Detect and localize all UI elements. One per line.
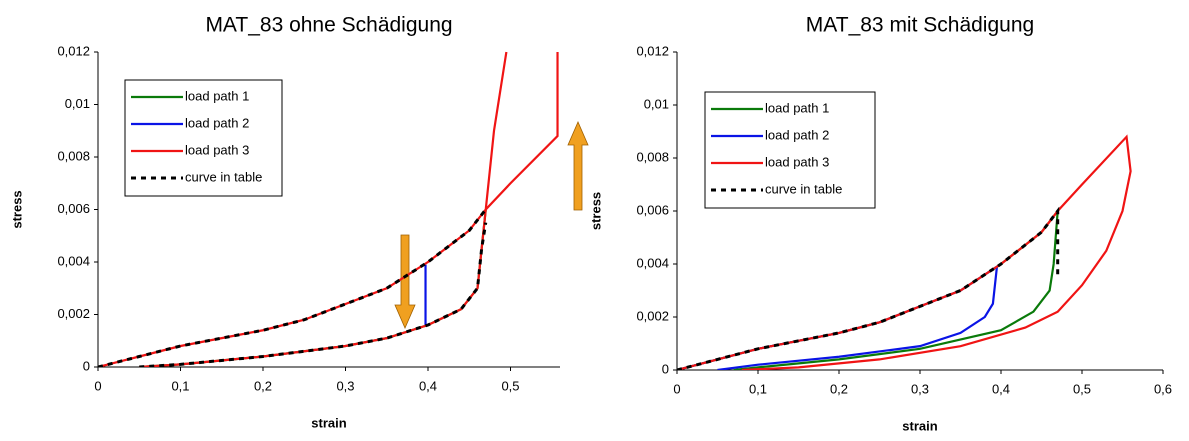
x-tick-label: 0,2 bbox=[830, 381, 848, 396]
x-tick-label: 0,5 bbox=[501, 378, 519, 393]
x-tick-label: 0,2 bbox=[254, 378, 272, 393]
x-axis-label: strain bbox=[902, 418, 937, 433]
legend-label: load path 1 bbox=[765, 100, 829, 115]
y-tick-label: 0,008 bbox=[57, 148, 90, 163]
x-tick-label: 0,1 bbox=[171, 378, 189, 393]
x-tick-label: 0,3 bbox=[336, 378, 354, 393]
y-tick-label: 0,012 bbox=[57, 43, 90, 58]
legend-label: load path 1 bbox=[185, 88, 249, 103]
x-tick-label: 0,6 bbox=[1154, 381, 1172, 396]
y-tick-label: 0,002 bbox=[57, 306, 90, 321]
series-line bbox=[98, 208, 488, 367]
legend-label: curve in table bbox=[765, 181, 842, 196]
series-line bbox=[677, 264, 999, 370]
chart-title: MAT_83 ohne Schädigung bbox=[205, 14, 452, 37]
x-tick-label: 0,4 bbox=[992, 381, 1010, 396]
y-tick-label: 0,004 bbox=[57, 253, 90, 268]
y-tick-label: 0 bbox=[662, 361, 669, 376]
y-tick-label: 0,004 bbox=[636, 255, 669, 270]
legend-label: load path 2 bbox=[765, 127, 829, 142]
x-tick-label: 0 bbox=[673, 381, 680, 396]
legend-label: load path 3 bbox=[185, 142, 249, 157]
x-tick-label: 0,5 bbox=[1073, 381, 1091, 396]
y-tick-label: 0,002 bbox=[636, 308, 669, 323]
series-line bbox=[677, 206, 1060, 370]
y-tick-label: 0,01 bbox=[644, 96, 669, 111]
legend-label: curve in table bbox=[185, 169, 262, 184]
y-tick-label: 0,012 bbox=[636, 43, 669, 58]
chart-title: MAT_83 mit Schädigung bbox=[806, 14, 1034, 37]
decor bbox=[394, 120, 589, 330]
y-axis-label: stress bbox=[588, 192, 603, 230]
arrow bbox=[394, 234, 416, 330]
y-tick-label: 0,006 bbox=[57, 201, 90, 216]
legend-label: load path 3 bbox=[765, 154, 829, 169]
series-line bbox=[677, 207, 1060, 370]
legend-label: load path 2 bbox=[185, 115, 249, 130]
y-tick-label: 0,006 bbox=[636, 202, 669, 217]
x-tick-label: 0,1 bbox=[749, 381, 767, 396]
x-tick-label: 0 bbox=[94, 378, 101, 393]
y-tick-label: 0 bbox=[83, 358, 90, 373]
arrow bbox=[567, 120, 589, 211]
x-tick-label: 0,4 bbox=[419, 378, 437, 393]
y-axis-label: stress bbox=[9, 190, 24, 228]
x-tick-label: 0,3 bbox=[911, 381, 929, 396]
x-axis-label: strain bbox=[311, 415, 346, 430]
y-tick-label: 0,01 bbox=[65, 96, 90, 111]
y-tick-label: 0,008 bbox=[636, 149, 669, 164]
